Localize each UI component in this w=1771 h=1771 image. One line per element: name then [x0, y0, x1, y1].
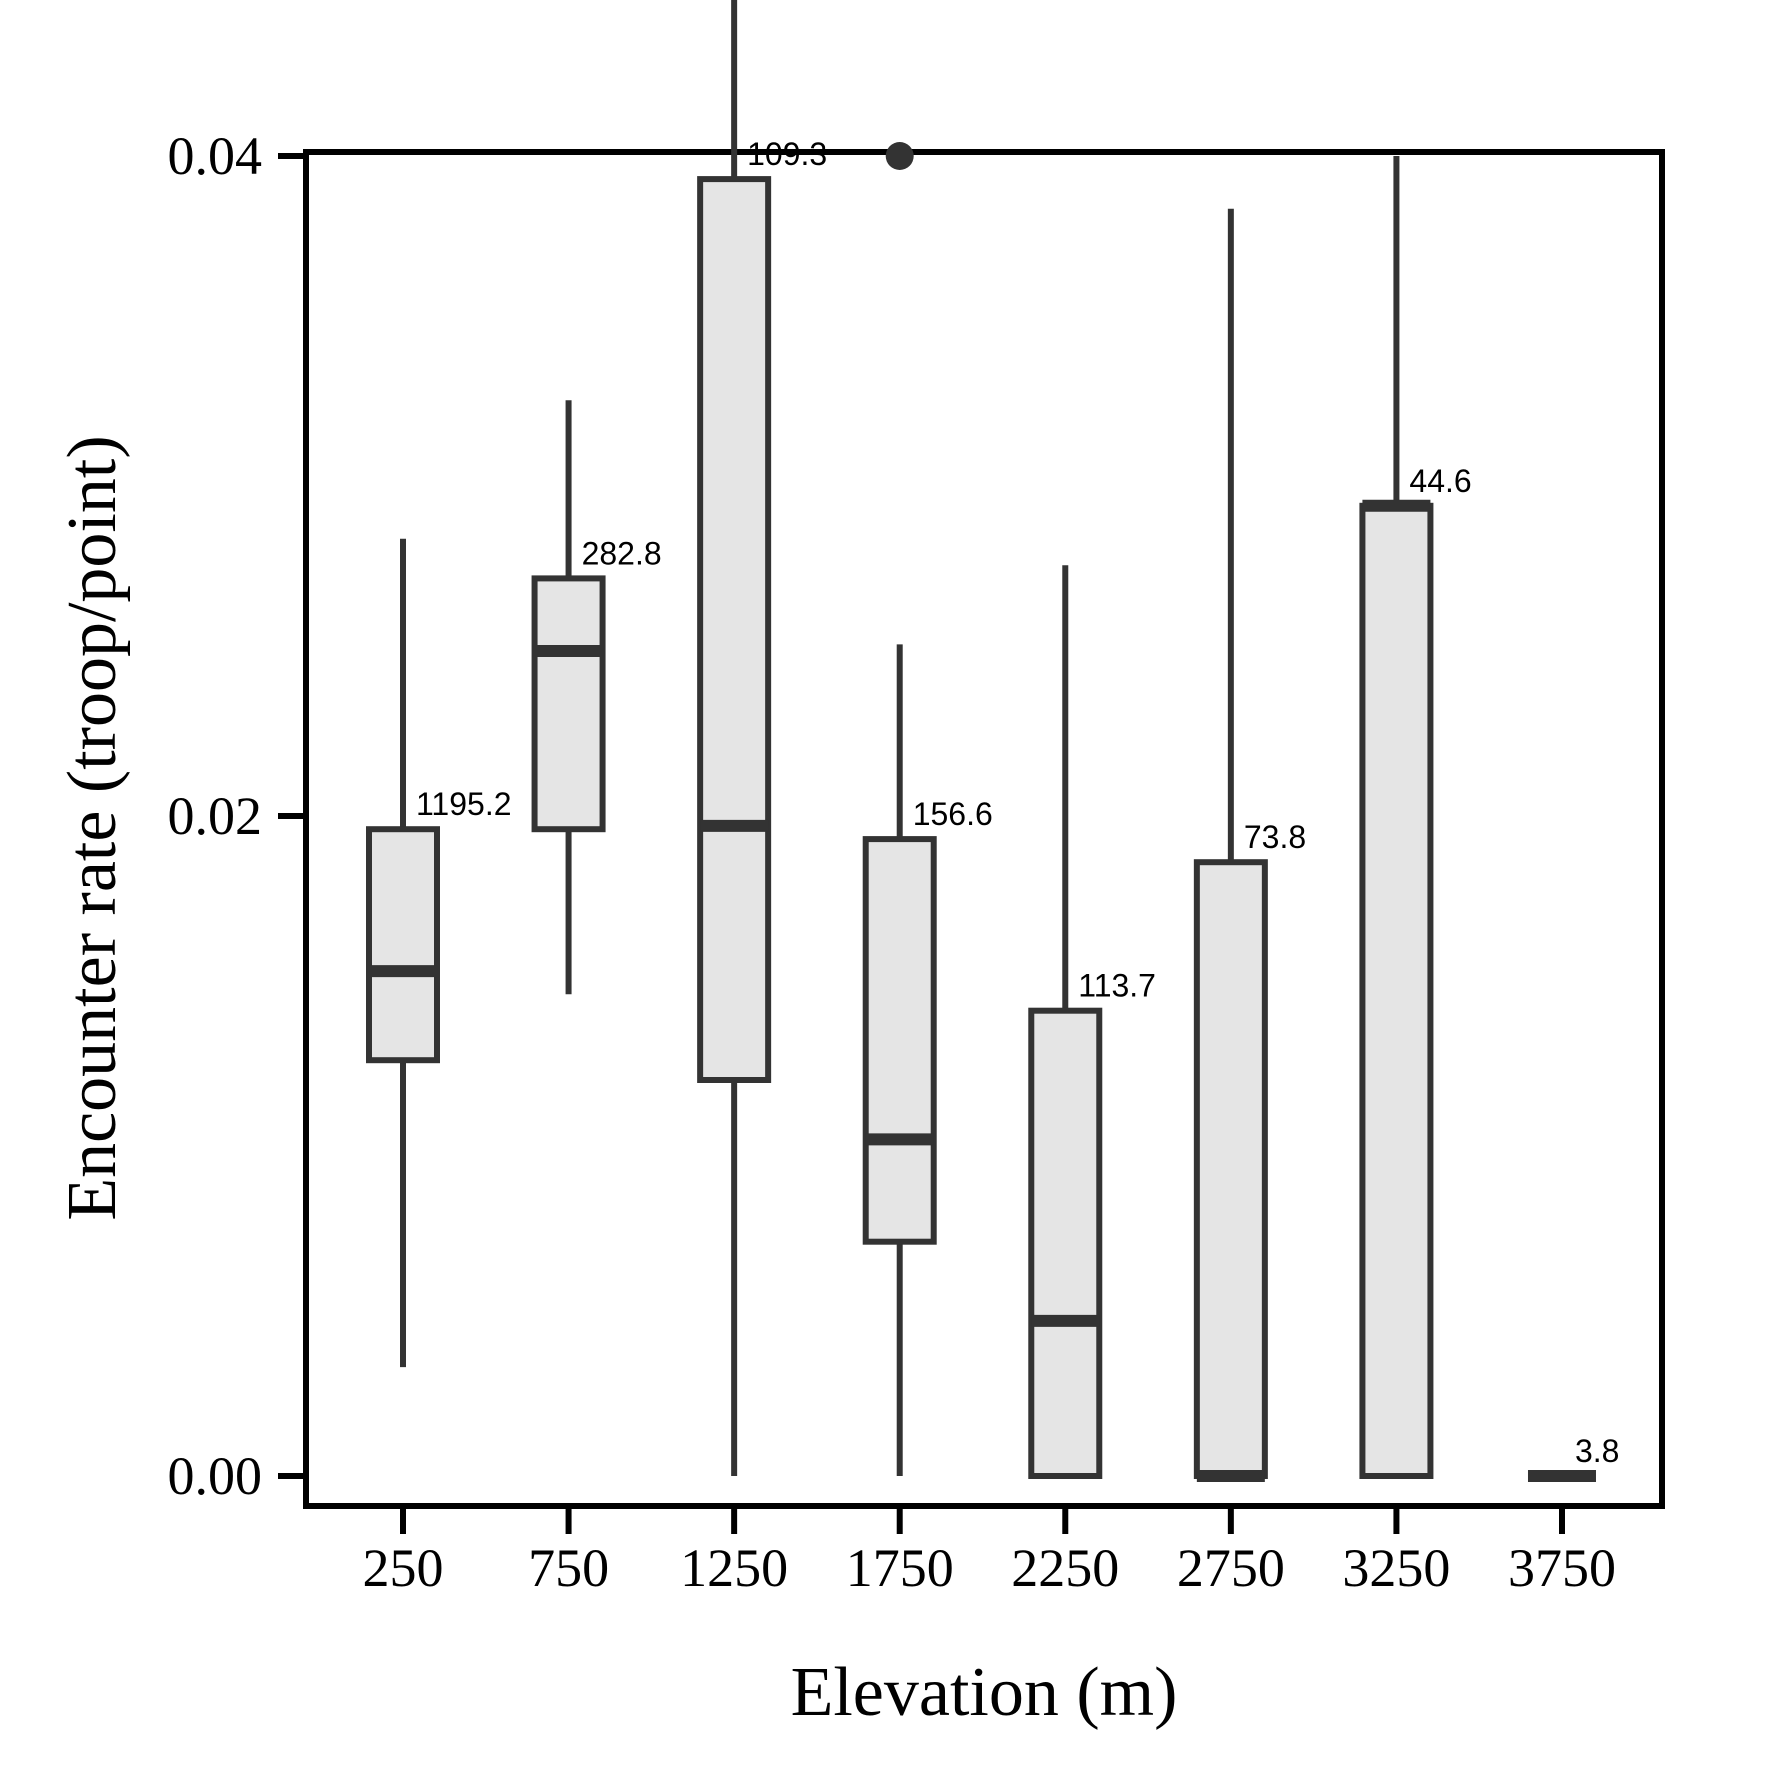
sample-size-label: 44.6 [1409, 463, 1471, 499]
x-tick-label: 1250 [680, 1538, 788, 1598]
box-1750: 156.6 [862, 142, 993, 1476]
box-2250: 113.7 [1028, 565, 1156, 1479]
y-axis-title: Encounter rate (troop/point) [54, 435, 131, 1220]
iqr-box [1359, 502, 1434, 1479]
outlier-point [885, 142, 914, 170]
x-tick-label: 750 [528, 1538, 609, 1598]
box-250: 1195.2 [366, 538, 512, 1368]
x-axis: 250 750 1250 1750 2250 2750 3250 3750 [363, 1506, 1616, 1598]
y-tick-label: 0.04 [168, 126, 263, 186]
sample-size-label: 156.6 [913, 796, 993, 832]
iqr-box [366, 826, 440, 1064]
iqr-box [1193, 859, 1268, 1479]
iqr-box [531, 575, 606, 833]
box-3250: 44.6 [1359, 156, 1472, 1479]
y-tick-label: 0.00 [168, 1446, 263, 1506]
sample-size-label: 282.8 [582, 535, 662, 571]
x-tick-label: 250 [363, 1538, 444, 1598]
plot-frame [303, 149, 1665, 1509]
x-tick-label: 3250 [1342, 1538, 1450, 1598]
box-3750: 3.8 [1527, 1433, 1619, 1482]
x-tick-label: 2750 [1177, 1538, 1285, 1598]
sample-size-label: 3.8 [1575, 1433, 1619, 1469]
sample-size-label: 109.3 [747, 136, 827, 172]
x-axis-title: Elevation (m) [791, 1654, 1178, 1731]
x-tick-label: 3750 [1508, 1538, 1616, 1598]
x-tick-label: 1750 [846, 1538, 954, 1598]
iqr-box [862, 836, 937, 1245]
sample-size-label: 1195.2 [416, 786, 512, 822]
box-750: 282.8 [531, 400, 662, 995]
sample-size-label: 73.8 [1244, 819, 1306, 855]
y-axis: 0.000.020.040.060.08 [168, 126, 306, 1506]
box-series: 1195.2 282.8 109.3 156.6 113.7 73.8 44.6 3.8 [366, 0, 1619, 1482]
box-1250: 109.3 [697, 0, 827, 1476]
iqr-box [1028, 1007, 1103, 1479]
y-tick-label: 0.02 [168, 786, 263, 846]
box-2750: 73.8 [1193, 208, 1306, 1482]
sample-size-label: 113.7 [1078, 968, 1156, 1004]
iqr-box [697, 176, 772, 1084]
x-tick-label: 2250 [1011, 1538, 1119, 1598]
